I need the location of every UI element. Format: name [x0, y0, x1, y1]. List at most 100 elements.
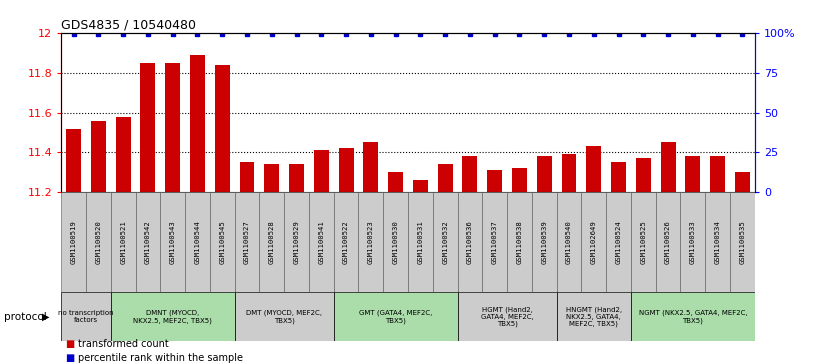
Bar: [334, 192, 358, 292]
Bar: [661, 142, 676, 192]
Bar: [587, 146, 601, 192]
Bar: [482, 192, 507, 292]
Bar: [235, 292, 334, 341]
Text: GSM1100530: GSM1100530: [392, 220, 398, 264]
Text: GSM1100522: GSM1100522: [343, 220, 349, 264]
Bar: [458, 192, 482, 292]
Bar: [334, 292, 458, 341]
Bar: [656, 192, 681, 292]
Text: GSM1100520: GSM1100520: [95, 220, 101, 264]
Bar: [111, 192, 135, 292]
Text: ▶: ▶: [42, 312, 50, 322]
Text: DMT (MYOCD, MEF2C,
TBX5): DMT (MYOCD, MEF2C, TBX5): [246, 310, 322, 324]
Text: GSM1100539: GSM1100539: [541, 220, 548, 264]
Bar: [91, 121, 106, 192]
Bar: [705, 192, 730, 292]
Bar: [339, 148, 353, 192]
Text: ■: ■: [65, 352, 74, 363]
Bar: [140, 62, 155, 192]
Text: GSM1100528: GSM1100528: [268, 220, 275, 264]
Bar: [631, 292, 755, 341]
Text: GSM1100544: GSM1100544: [194, 220, 201, 264]
Bar: [309, 192, 334, 292]
Text: protocol: protocol: [4, 312, 47, 322]
Text: GSM1100537: GSM1100537: [492, 220, 498, 264]
Bar: [61, 292, 111, 341]
Text: GSM1100541: GSM1100541: [318, 220, 324, 264]
Text: GMT (GATA4, MEF2C,
TBX5): GMT (GATA4, MEF2C, TBX5): [359, 310, 432, 324]
Bar: [582, 192, 606, 292]
Bar: [289, 164, 304, 192]
Bar: [463, 156, 477, 192]
Text: GSM1100531: GSM1100531: [418, 220, 424, 264]
Bar: [314, 150, 329, 192]
Bar: [185, 192, 210, 292]
Bar: [210, 192, 235, 292]
Bar: [507, 192, 532, 292]
Bar: [358, 192, 384, 292]
Bar: [458, 292, 557, 341]
Text: GSM1100536: GSM1100536: [467, 220, 473, 264]
Bar: [735, 172, 750, 192]
Text: GSM1100529: GSM1100529: [294, 220, 299, 264]
Bar: [710, 156, 725, 192]
Bar: [116, 117, 131, 192]
Text: GSM1100543: GSM1100543: [170, 220, 175, 264]
Bar: [190, 54, 205, 192]
Bar: [631, 192, 656, 292]
Text: GSM1100540: GSM1100540: [566, 220, 572, 264]
Text: GSM1100526: GSM1100526: [665, 220, 671, 264]
Bar: [730, 192, 755, 292]
Bar: [264, 164, 279, 192]
Bar: [259, 192, 284, 292]
Text: no transcription
factors: no transcription factors: [58, 310, 113, 323]
Text: ■: ■: [65, 339, 74, 349]
Bar: [606, 192, 631, 292]
Bar: [165, 62, 180, 192]
Text: GSM1100542: GSM1100542: [145, 220, 151, 264]
Text: percentile rank within the sample: percentile rank within the sample: [78, 352, 242, 363]
Bar: [235, 192, 259, 292]
Text: GSM1100533: GSM1100533: [690, 220, 696, 264]
Bar: [681, 192, 705, 292]
Bar: [61, 192, 86, 292]
Text: GSM1100527: GSM1100527: [244, 220, 250, 264]
Text: GSM1100535: GSM1100535: [739, 220, 745, 264]
Text: NGMT (NKX2.5, GATA4, MEF2C,
TBX5): NGMT (NKX2.5, GATA4, MEF2C, TBX5): [639, 310, 747, 324]
Bar: [240, 162, 255, 192]
Bar: [487, 170, 502, 192]
Text: GSM1100524: GSM1100524: [615, 220, 622, 264]
Bar: [86, 192, 111, 292]
Bar: [160, 192, 185, 292]
Bar: [111, 292, 235, 341]
Bar: [685, 156, 700, 192]
Text: DMNT (MYOCD,
NKX2.5, MEF2C, TBX5): DMNT (MYOCD, NKX2.5, MEF2C, TBX5): [133, 310, 212, 324]
Text: GSM1100525: GSM1100525: [641, 220, 646, 264]
Bar: [557, 192, 581, 292]
Text: GSM1100519: GSM1100519: [71, 220, 77, 264]
Bar: [413, 180, 428, 192]
Text: GSM1102649: GSM1102649: [591, 220, 596, 264]
Text: GSM1100534: GSM1100534: [715, 220, 721, 264]
Text: GSM1100538: GSM1100538: [517, 220, 522, 264]
Bar: [284, 192, 309, 292]
Text: GSM1100521: GSM1100521: [120, 220, 126, 264]
Bar: [215, 65, 229, 192]
Bar: [636, 158, 650, 192]
Bar: [437, 164, 453, 192]
Bar: [611, 162, 626, 192]
Text: GSM1100523: GSM1100523: [368, 220, 374, 264]
Text: GSM1100532: GSM1100532: [442, 220, 448, 264]
Bar: [135, 192, 160, 292]
Bar: [388, 172, 403, 192]
Bar: [363, 142, 379, 192]
Text: HGMT (Hand2,
GATA4, MEF2C,
TBX5): HGMT (Hand2, GATA4, MEF2C, TBX5): [481, 306, 534, 327]
Text: GDS4835 / 10540480: GDS4835 / 10540480: [61, 19, 196, 32]
Bar: [432, 192, 458, 292]
Bar: [512, 168, 527, 192]
Bar: [384, 192, 408, 292]
Bar: [66, 129, 81, 192]
Bar: [532, 192, 557, 292]
Bar: [408, 192, 432, 292]
Bar: [557, 292, 631, 341]
